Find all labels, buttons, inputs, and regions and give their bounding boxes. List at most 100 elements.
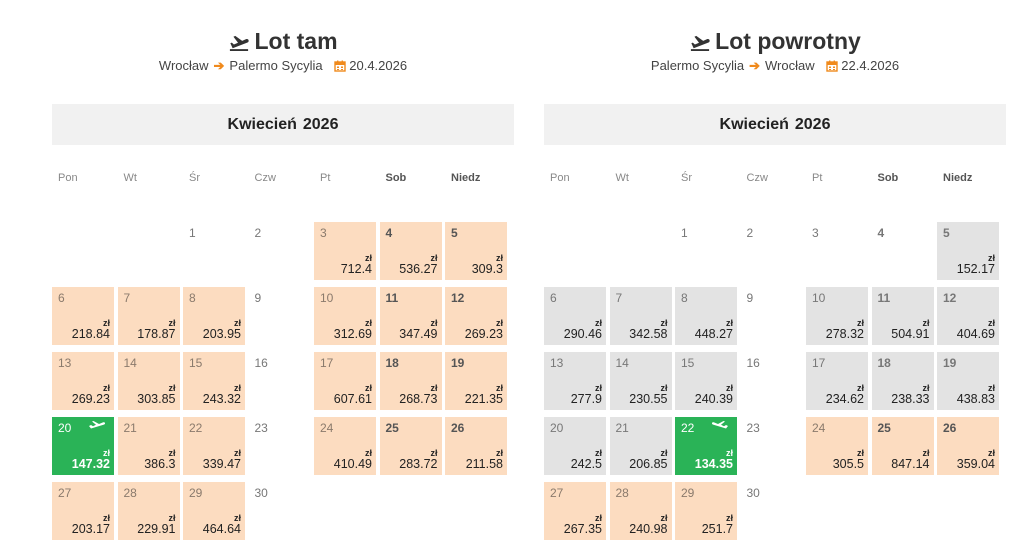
calendar-day[interactable]: 24 zł 410.49 xyxy=(314,417,376,475)
calendar-day[interactable]: 28 zł 240.98 xyxy=(609,482,672,540)
calendar-day[interactable]: 26 zł 359.04 xyxy=(937,417,999,475)
calendar-day[interactable]: 11 zł 504.91 xyxy=(871,287,934,345)
price-value: 410.49 xyxy=(333,457,372,471)
currency-label: zł xyxy=(922,383,930,393)
plane-takeoff-icon xyxy=(230,35,250,51)
calendar-day[interactable]: 25 zł 847.14 xyxy=(871,417,934,475)
calendar-day[interactable]: 11 zł 347.49 xyxy=(379,287,442,345)
calendar-day[interactable]: 7 zł 178.87 xyxy=(117,287,180,345)
price-value: 404.69 xyxy=(956,327,995,341)
calendar-day[interactable]: 13 zł 277.9 xyxy=(544,352,606,410)
price-value: 221.35 xyxy=(464,392,503,406)
price-value: 438.83 xyxy=(956,392,995,406)
calendar-day[interactable]: 12 zł 269.23 xyxy=(445,287,507,345)
currency-label: zł xyxy=(495,448,503,458)
calendar-day[interactable]: 22 zł 339.47 xyxy=(183,417,245,475)
calendar-day[interactable]: 15 zł 243.32 xyxy=(183,352,245,410)
calendar-day[interactable]: 7 zł 342.58 xyxy=(609,287,672,345)
day-number: 22 xyxy=(681,421,695,435)
day-number: 16 xyxy=(746,356,760,370)
calendar-day[interactable]: 5 zł 309.3 xyxy=(445,222,507,280)
calendar-day[interactable]: 19 zł 221.35 xyxy=(445,352,507,410)
day-number: 9 xyxy=(254,291,262,305)
calendar-day-selected[interactable]: 22 zł 134.35 xyxy=(675,417,737,475)
price-value: 238.33 xyxy=(891,392,930,406)
currency-label: zł xyxy=(660,383,668,393)
day-number: 15 xyxy=(189,356,203,370)
calendar-day[interactable]: 3 zł 712.4 xyxy=(314,222,376,280)
currency-label: zł xyxy=(168,383,176,393)
day-number: 21 xyxy=(615,421,629,435)
calendar-day[interactable]: 13 zł 269.23 xyxy=(52,352,114,410)
weekday-label: Pon xyxy=(550,172,570,184)
calendar-day[interactable]: 17 zł 234.62 xyxy=(806,352,868,410)
currency-label: zł xyxy=(430,253,438,263)
calendar-day[interactable]: 17 zł 607.61 xyxy=(314,352,376,410)
calendar-day[interactable]: 5 zł 152.17 xyxy=(937,222,999,280)
calendar-day[interactable]: 29 zł 464.64 xyxy=(183,482,245,540)
day-number: 23 xyxy=(254,421,268,435)
month-header: Kwiecień 2026 xyxy=(544,104,1006,145)
calendar-day[interactable]: 8 zł 203.95 xyxy=(183,287,245,345)
calendar-icon xyxy=(334,60,346,72)
day-number: 28 xyxy=(123,486,137,500)
calendar-day: 1 xyxy=(675,222,737,280)
calendar-day[interactable]: 21 zł 386.3 xyxy=(117,417,180,475)
price-value: 847.14 xyxy=(891,457,930,471)
currency-label: zł xyxy=(233,318,241,328)
calendar-day[interactable]: 14 zł 303.85 xyxy=(117,352,180,410)
day-number: 6 xyxy=(550,291,557,305)
currency-label: zł xyxy=(987,383,995,393)
currency-label: zł xyxy=(660,448,668,458)
calendar-day-selected[interactable]: 20 zł 147.32 xyxy=(52,417,114,475)
price-value: 178.87 xyxy=(137,327,176,341)
price-value: 312.69 xyxy=(333,327,372,341)
calendar-day[interactable]: 27 zł 267.35 xyxy=(544,482,606,540)
route-date: 22.4.2026 xyxy=(841,58,900,73)
calendar-day[interactable]: 10 zł 278.32 xyxy=(806,287,868,345)
calendar-day[interactable]: 18 zł 268.73 xyxy=(379,352,442,410)
calendar-day[interactable]: 20 zł 242.5 xyxy=(544,417,606,475)
price-value: 278.32 xyxy=(825,327,864,341)
calendar-day: 23 xyxy=(249,417,311,475)
route-date: 20.4.2026 xyxy=(349,58,408,73)
calendar-day[interactable]: 12 zł 404.69 xyxy=(937,287,999,345)
day-number: 2 xyxy=(254,226,262,240)
calendar-day: 9 xyxy=(741,287,803,345)
day-number: 24 xyxy=(812,421,826,435)
calendar-day[interactable]: 10 zł 312.69 xyxy=(314,287,376,345)
calendar-day[interactable]: 28 zł 229.91 xyxy=(117,482,180,540)
calendar-day[interactable]: 14 zł 230.55 xyxy=(609,352,672,410)
calendar-day[interactable]: 19 zł 438.83 xyxy=(937,352,999,410)
price-value: 268.73 xyxy=(399,392,438,406)
day-number: 29 xyxy=(189,486,203,500)
calendar-day[interactable]: 15 zł 240.39 xyxy=(675,352,737,410)
calendar-day: 30 xyxy=(741,482,803,540)
day-number: 23 xyxy=(746,421,760,435)
outbound-panel: Lot tam Wrocław ➔ Palermo Sycylia 20.4.202… xyxy=(52,0,514,540)
calendar-day[interactable]: 26 zł 211.58 xyxy=(445,417,507,475)
calendar-day[interactable]: 8 zł 448.27 xyxy=(675,287,737,345)
currency-label: zł xyxy=(922,318,930,328)
calendar-day[interactable]: 6 zł 290.46 xyxy=(544,287,606,345)
day-number: 26 xyxy=(451,421,465,435)
month-name: Kwiecień xyxy=(227,115,297,133)
calendar-day[interactable]: 21 zł 206.85 xyxy=(609,417,672,475)
calendar-day[interactable]: 18 zł 238.33 xyxy=(871,352,934,410)
weekday-label: Pon xyxy=(58,172,78,184)
day-number: 20 xyxy=(58,421,72,435)
price-value: 283.72 xyxy=(399,457,438,471)
calendar-day[interactable]: 25 zł 283.72 xyxy=(379,417,442,475)
calendar-day[interactable]: 4 zł 536.27 xyxy=(379,222,442,280)
route-origin: Wrocław xyxy=(158,58,209,73)
day-number: 25 xyxy=(385,421,399,435)
calendar-day[interactable]: 24 zł 305.5 xyxy=(806,417,868,475)
return-route: Palermo Sycylia ➔ Wrocław 22.4.2026 xyxy=(544,58,1006,74)
calendar-day[interactable]: 27 zł 203.17 xyxy=(52,482,114,540)
calendar-day[interactable]: 6 zł 218.84 xyxy=(52,287,114,345)
day-number: 8 xyxy=(189,291,196,305)
weekday-label: Sob xyxy=(385,172,407,184)
calendar-day[interactable]: 29 zł 251.7 xyxy=(675,482,737,540)
arrow-right-icon: ➔ xyxy=(213,58,225,73)
currency-label: zł xyxy=(168,513,176,523)
